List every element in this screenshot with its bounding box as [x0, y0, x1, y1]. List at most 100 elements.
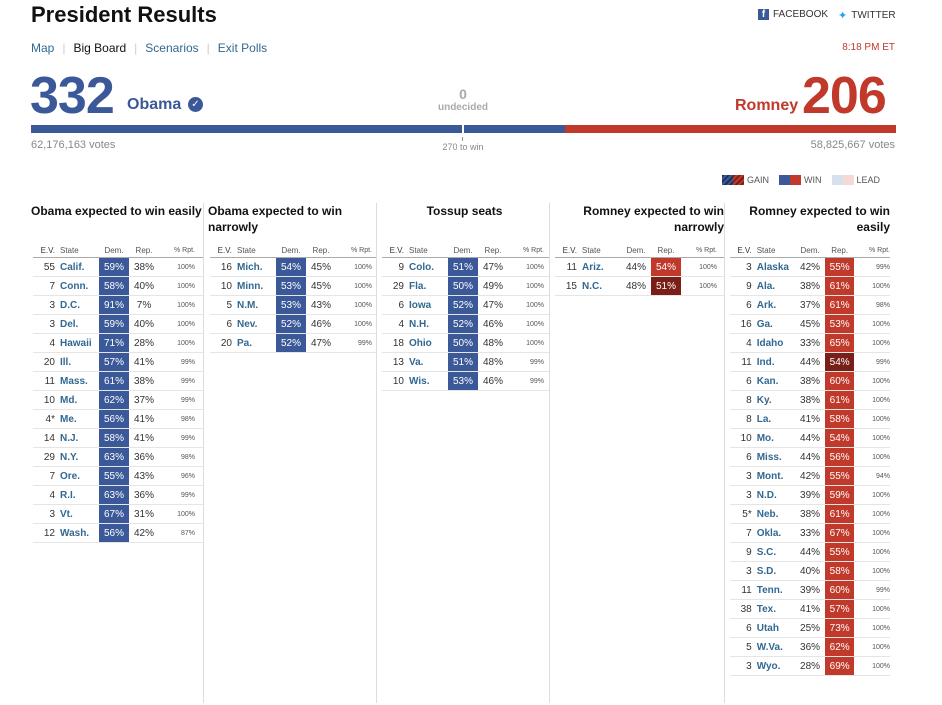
state-link[interactable]: Ga.: [756, 318, 773, 330]
table-row[interactable]: 8 La. 41% 58% 100%: [730, 410, 890, 429]
state-link[interactable]: Vt.: [60, 508, 73, 520]
state-link[interactable]: La.: [756, 413, 772, 425]
state-link[interactable]: N.M.: [237, 299, 259, 311]
state-link[interactable]: W.Va.: [756, 641, 783, 653]
state-link[interactable]: Okla.: [756, 527, 782, 539]
state-link[interactable]: N.J.: [60, 432, 79, 444]
table-row[interactable]: 3 D.C. 91% 7% 100%: [33, 296, 203, 315]
state-link[interactable]: Mass.: [60, 375, 88, 387]
state-link[interactable]: Md.: [60, 394, 78, 406]
table-row[interactable]: 11 Tenn. 39% 60% 99%: [730, 581, 890, 600]
state-link[interactable]: Utah: [756, 622, 779, 634]
state-link[interactable]: S.C.: [756, 546, 777, 558]
state-link[interactable]: Ore.: [60, 470, 81, 482]
nav-big-board[interactable]: Big Board: [73, 41, 127, 55]
table-row[interactable]: 10 Md. 62% 37% 99%: [33, 391, 203, 410]
state-link[interactable]: Wash.: [60, 527, 90, 539]
state-link[interactable]: Ky.: [756, 394, 772, 406]
table-row[interactable]: 6 Kan. 38% 60% 100%: [730, 372, 890, 391]
table-row[interactable]: 7 Okla. 33% 67% 100%: [730, 524, 890, 543]
state-link[interactable]: Me.: [60, 413, 77, 425]
state-link[interactable]: Mont.: [756, 470, 784, 482]
table-row[interactable]: 29 N.Y. 63% 36% 98%: [33, 448, 203, 467]
state-link[interactable]: Hawaii: [60, 337, 92, 349]
table-row[interactable]: 12 Wash. 56% 42% 87%: [33, 524, 203, 543]
table-row[interactable]: 11 Mass. 61% 38% 99%: [33, 372, 203, 391]
state-link[interactable]: R.I.: [60, 489, 76, 501]
state-link[interactable]: Neb.: [756, 508, 779, 520]
table-row[interactable]: 5* Neb. 38% 61% 100%: [730, 505, 890, 524]
table-row[interactable]: 7 Conn. 58% 40% 100%: [33, 277, 203, 296]
table-row[interactable]: 8 Ky. 38% 61% 100%: [730, 391, 890, 410]
table-row[interactable]: 3 Mont. 42% 55% 94%: [730, 467, 890, 486]
table-row[interactable]: 38 Tex. 41% 57% 100%: [730, 600, 890, 619]
nav-map[interactable]: Map: [31, 41, 55, 55]
state-link[interactable]: Ind.: [756, 356, 775, 368]
state-link[interactable]: Va.: [409, 356, 424, 368]
state-link[interactable]: Tenn.: [756, 584, 783, 596]
table-row[interactable]: 4 Hawaii 71% 28% 100%: [33, 334, 203, 353]
table-row[interactable]: 3 S.D. 40% 58% 100%: [730, 562, 890, 581]
state-link[interactable]: Ohio: [409, 337, 432, 349]
table-row[interactable]: 20 Pa. 52% 47% 99%: [210, 334, 376, 353]
state-link[interactable]: Alaska: [756, 261, 789, 273]
table-row[interactable]: 9 S.C. 44% 55% 100%: [730, 543, 890, 562]
table-row[interactable]: 6 Ark. 37% 61% 98%: [730, 296, 890, 315]
table-row[interactable]: 7 Ore. 55% 43% 96%: [33, 467, 203, 486]
table-row[interactable]: 3 N.D. 39% 59% 100%: [730, 486, 890, 505]
state-link[interactable]: Iowa: [409, 299, 432, 311]
table-row[interactable]: 16 Ga. 45% 53% 100%: [730, 315, 890, 334]
state-link[interactable]: Nev.: [237, 318, 258, 330]
state-link[interactable]: Calif.: [60, 261, 85, 273]
state-link[interactable]: Kan.: [756, 375, 779, 387]
nav-scenarios[interactable]: Scenarios: [145, 41, 199, 55]
table-row[interactable]: 18 Ohio 50% 48% 100%: [382, 334, 549, 353]
table-row[interactable]: 11 Ind. 44% 54% 99%: [730, 353, 890, 372]
state-link[interactable]: Ariz.: [582, 261, 604, 273]
table-row[interactable]: 14 N.J. 58% 41% 99%: [33, 429, 203, 448]
state-link[interactable]: Wis.: [409, 375, 430, 387]
state-link[interactable]: Del.: [60, 318, 79, 330]
state-link[interactable]: Mich.: [237, 261, 263, 273]
table-row[interactable]: 3 Wyo. 28% 69% 100%: [730, 657, 890, 676]
state-link[interactable]: Ark.: [756, 299, 777, 311]
twitter-share[interactable]: ✦ TWITTER: [838, 9, 896, 22]
state-link[interactable]: N.H.: [409, 318, 429, 330]
table-row[interactable]: 6 Utah 25% 73% 100%: [730, 619, 890, 638]
state-link[interactable]: Conn.: [60, 280, 89, 292]
table-row[interactable]: 4* Me. 56% 41% 98%: [33, 410, 203, 429]
table-row[interactable]: 29 Fla. 50% 49% 100%: [382, 277, 549, 296]
table-row[interactable]: 10 Mo. 44% 54% 100%: [730, 429, 890, 448]
state-link[interactable]: N.D.: [756, 489, 777, 501]
table-row[interactable]: 5 N.M. 53% 43% 100%: [210, 296, 376, 315]
table-row[interactable]: 10 Wis. 53% 46% 99%: [382, 372, 549, 391]
table-row[interactable]: 16 Mich. 54% 45% 100%: [210, 258, 376, 277]
state-link[interactable]: S.D.: [756, 565, 777, 577]
state-link[interactable]: Colo.: [409, 261, 434, 273]
table-row[interactable]: 9 Colo. 51% 47% 100%: [382, 258, 549, 277]
state-link[interactable]: Mo.: [756, 432, 774, 444]
state-link[interactable]: Fla.: [409, 280, 427, 292]
table-row[interactable]: 15 N.C. 48% 51% 100%: [555, 277, 724, 296]
state-link[interactable]: Pa.: [237, 337, 253, 349]
table-row[interactable]: 5 W.Va. 36% 62% 100%: [730, 638, 890, 657]
table-row[interactable]: 13 Va. 51% 48% 99%: [382, 353, 549, 372]
table-row[interactable]: 20 Ill. 57% 41% 99%: [33, 353, 203, 372]
table-row[interactable]: 10 Minn. 53% 45% 100%: [210, 277, 376, 296]
table-row[interactable]: 11 Ariz. 44% 54% 100%: [555, 258, 724, 277]
state-link[interactable]: Miss.: [756, 451, 782, 463]
table-row[interactable]: 6 Iowa 52% 47% 100%: [382, 296, 549, 315]
state-link[interactable]: Wyo.: [756, 660, 781, 672]
table-row[interactable]: 3 Vt. 67% 31% 100%: [33, 505, 203, 524]
table-row[interactable]: 6 Nev. 52% 46% 100%: [210, 315, 376, 334]
table-row[interactable]: 4 Idaho 33% 65% 100%: [730, 334, 890, 353]
state-link[interactable]: Idaho: [756, 337, 784, 349]
table-row[interactable]: 9 Ala. 38% 61% 100%: [730, 277, 890, 296]
state-link[interactable]: Ill.: [60, 356, 72, 368]
table-row[interactable]: 4 N.H. 52% 46% 100%: [382, 315, 549, 334]
nav-exit-polls[interactable]: Exit Polls: [217, 41, 268, 55]
facebook-share[interactable]: f FACEBOOK: [758, 9, 828, 20]
table-row[interactable]: 3 Del. 59% 40% 100%: [33, 315, 203, 334]
table-row[interactable]: 6 Miss. 44% 56% 100%: [730, 448, 890, 467]
state-link[interactable]: Minn.: [237, 280, 264, 292]
